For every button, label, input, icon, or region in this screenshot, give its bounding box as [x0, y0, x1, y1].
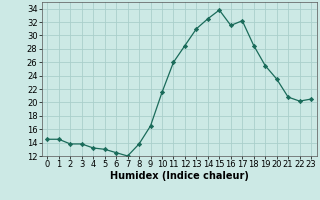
X-axis label: Humidex (Indice chaleur): Humidex (Indice chaleur)	[110, 171, 249, 181]
